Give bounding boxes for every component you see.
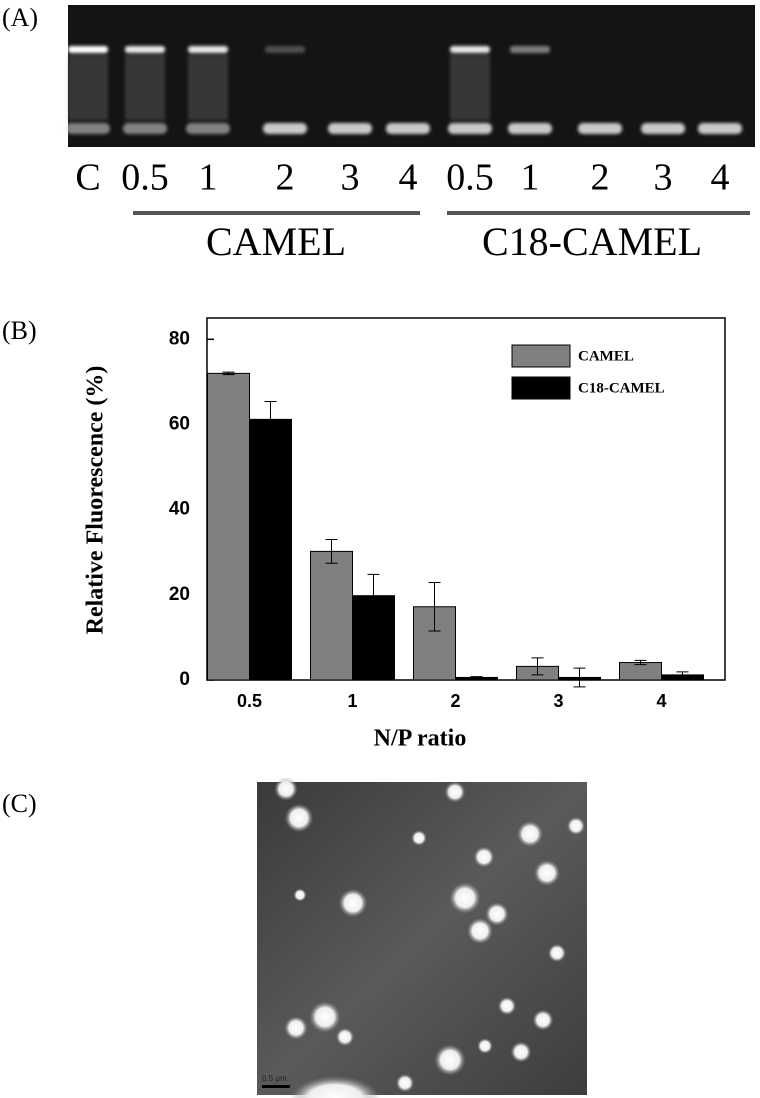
x-tick-label: 4: [656, 691, 666, 711]
y-tick-label: 80: [169, 328, 190, 349]
particle: [335, 1027, 355, 1047]
x-tick-label: 0.5: [237, 691, 262, 711]
error-bar: [325, 538, 338, 564]
lane-label: C: [75, 157, 100, 199]
particle: [485, 902, 509, 926]
error-bar: [634, 659, 647, 666]
lane-label: 0.5: [121, 157, 169, 199]
lane-label: 2: [276, 157, 295, 199]
lane-label: 2: [591, 157, 610, 199]
lane-label: 4: [711, 157, 730, 199]
band: [66, 123, 110, 134]
particle: [309, 1001, 341, 1033]
panel-label: (C): [2, 789, 37, 818]
particle: [395, 1073, 415, 1093]
band: [188, 46, 228, 53]
band: [448, 123, 492, 134]
y-tick-label: 0: [179, 669, 190, 690]
error-bar: [573, 667, 586, 688]
band: [328, 123, 372, 134]
band: [450, 46, 490, 53]
particle: [284, 1016, 308, 1040]
smear: [68, 55, 108, 120]
band: [578, 123, 622, 134]
lane-label: 1: [521, 157, 540, 199]
legend-swatch: [511, 376, 571, 400]
bar: [207, 372, 250, 681]
y-tick-label: 40: [169, 499, 190, 520]
band: [125, 46, 165, 53]
legend-label: C18-CAMEL: [578, 380, 665, 396]
glow: [290, 1076, 380, 1098]
bar: [310, 550, 353, 681]
particle: [411, 830, 427, 846]
error-bar: [222, 371, 235, 376]
error-bar: [428, 581, 441, 632]
bar: [249, 418, 292, 681]
smear: [188, 55, 228, 120]
band: [698, 123, 742, 134]
particle: [477, 1038, 493, 1054]
panel-label: (B): [2, 316, 37, 345]
x-tick-label: 3: [553, 691, 563, 711]
particle: [532, 1009, 554, 1031]
lane-label: 3: [341, 157, 360, 199]
lane-label: 0.5: [446, 157, 494, 199]
error-bar: [531, 657, 544, 676]
y-tick-label: 20: [169, 584, 190, 605]
particle: [510, 1041, 532, 1063]
legend-label: CAMEL: [578, 348, 634, 364]
error-bar: [367, 573, 380, 618]
error-bar: [470, 676, 483, 679]
particle: [293, 888, 307, 902]
lane-label: 4: [399, 157, 418, 199]
particle: [434, 1044, 466, 1076]
gel-bands: [66, 46, 742, 134]
band: [510, 46, 550, 53]
particle: [338, 888, 368, 918]
particle: [449, 882, 481, 914]
particle: [467, 918, 493, 944]
particle: [547, 943, 567, 963]
band: [386, 123, 430, 134]
band: [641, 123, 685, 134]
y-axis-title: Relative Fluorescence (%): [83, 366, 109, 635]
band: [265, 46, 305, 53]
smear: [450, 55, 490, 120]
scale-bar: [262, 1085, 290, 1088]
scale-bar-label: 0.5 μm: [262, 1074, 287, 1083]
x-axis-title: N/P ratio: [374, 726, 467, 752]
particle: [444, 781, 466, 803]
y-tick-label: 60: [169, 413, 190, 434]
group-label: CAMEL: [206, 219, 346, 264]
x-tick-label: 1: [347, 691, 357, 711]
x-tick-label: 2: [450, 691, 460, 711]
particle: [473, 846, 495, 868]
band: [68, 46, 108, 53]
panel-label: (A): [2, 3, 38, 32]
smear: [125, 55, 165, 120]
particles: [274, 777, 586, 1098]
particle: [284, 803, 314, 833]
particle: [497, 996, 517, 1016]
particle: [517, 821, 543, 847]
band: [123, 123, 167, 134]
band: [186, 123, 230, 134]
group-label: C18-CAMEL: [482, 219, 702, 264]
lane-label: 3: [654, 157, 673, 199]
error-bar: [264, 400, 277, 438]
legend-swatch: [511, 344, 571, 368]
lane-label: 1: [199, 157, 218, 199]
particle: [534, 860, 560, 886]
particle: [566, 816, 586, 836]
band: [263, 123, 307, 134]
error-bar: [676, 671, 689, 679]
particle: [274, 777, 298, 801]
band: [508, 123, 552, 134]
